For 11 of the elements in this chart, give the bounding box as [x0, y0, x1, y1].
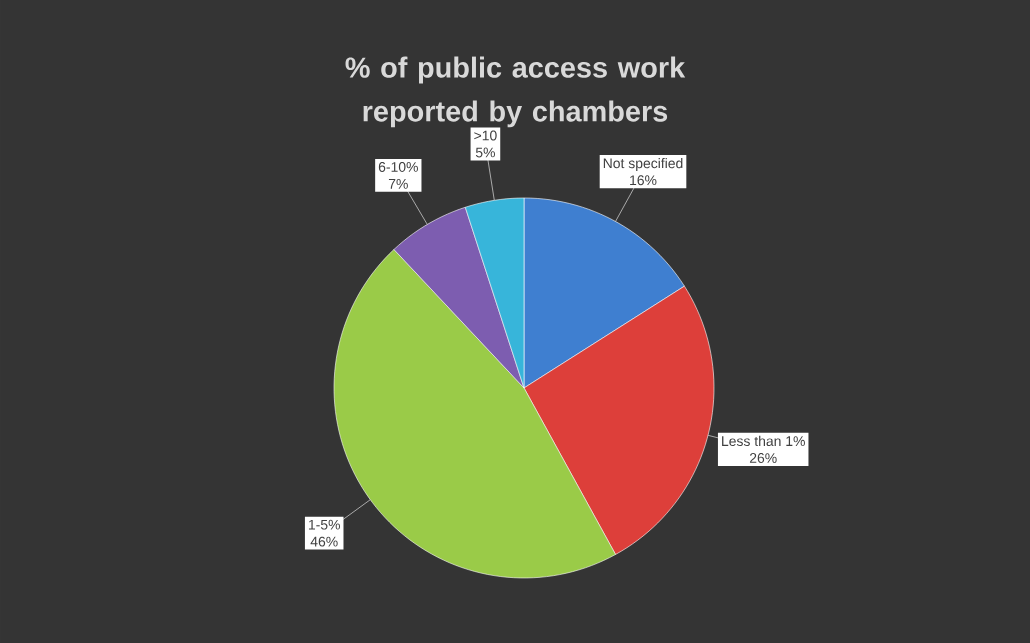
slice-label: >10 [474, 130, 497, 141]
slice-label: Less than 1% [722, 435, 805, 447]
data-label: 5% [475, 147, 495, 158]
data-label: 26% [749, 453, 777, 463]
slice-label: 6-10% [378, 161, 418, 172]
data-label: 7% [388, 178, 408, 189]
slice-label: Not specified [603, 157, 683, 171]
slice-label: 1-5% [308, 519, 340, 530]
data-label: 16% [630, 175, 657, 186]
data-label: 46% [310, 536, 338, 547]
chart-title: % of public access work reported by chambers [345, 56, 686, 128]
